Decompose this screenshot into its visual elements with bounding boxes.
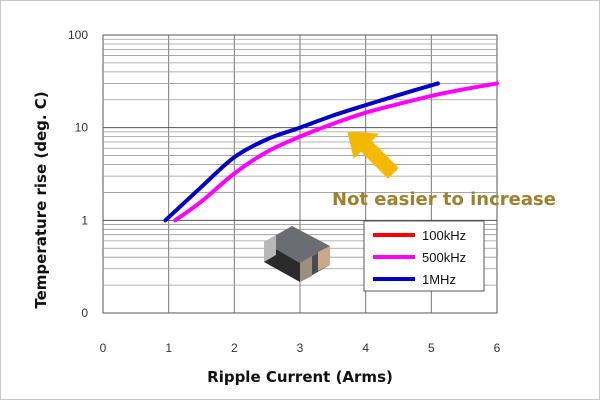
legend-label-1mhz: 1MHz: [422, 272, 456, 287]
y-tick-labels: 0 1 10 100: [68, 28, 88, 320]
y-tick-label: 100: [68, 28, 88, 42]
chip-capacitor-icon: [264, 226, 330, 282]
x-tick-label: 2: [231, 341, 238, 355]
series-line-500khz: [173, 81, 499, 223]
plot-series: [163, 81, 499, 223]
annotation-text: Not easier to increase: [332, 189, 556, 210]
x-tick-label: 5: [428, 341, 435, 355]
legend: 100kHz 500kHz 1MHz: [363, 220, 485, 292]
series-line-1mhz: [163, 81, 440, 223]
y-tick-label: 0: [81, 306, 88, 320]
y-axis-title: Temperature rise (deg. C): [32, 91, 50, 308]
x-tick-label: 6: [494, 341, 501, 355]
legend-label-500khz: 500kHz: [422, 250, 466, 265]
x-tick-label: 3: [297, 341, 304, 355]
x-tick-label: 0: [100, 341, 107, 355]
x-tick-label: 4: [362, 341, 369, 355]
arrow-up-left-icon: [347, 131, 399, 179]
x-tick-labels: 0 1 2 3 4 5 6: [100, 341, 501, 355]
x-axis-title: Ripple Current (Arms): [207, 368, 393, 386]
y-tick-label: 10: [75, 121, 89, 135]
legend-label-100khz: 100kHz: [422, 228, 466, 243]
x-tick-label: 1: [165, 341, 172, 355]
y-tick-label: 1: [81, 213, 88, 227]
